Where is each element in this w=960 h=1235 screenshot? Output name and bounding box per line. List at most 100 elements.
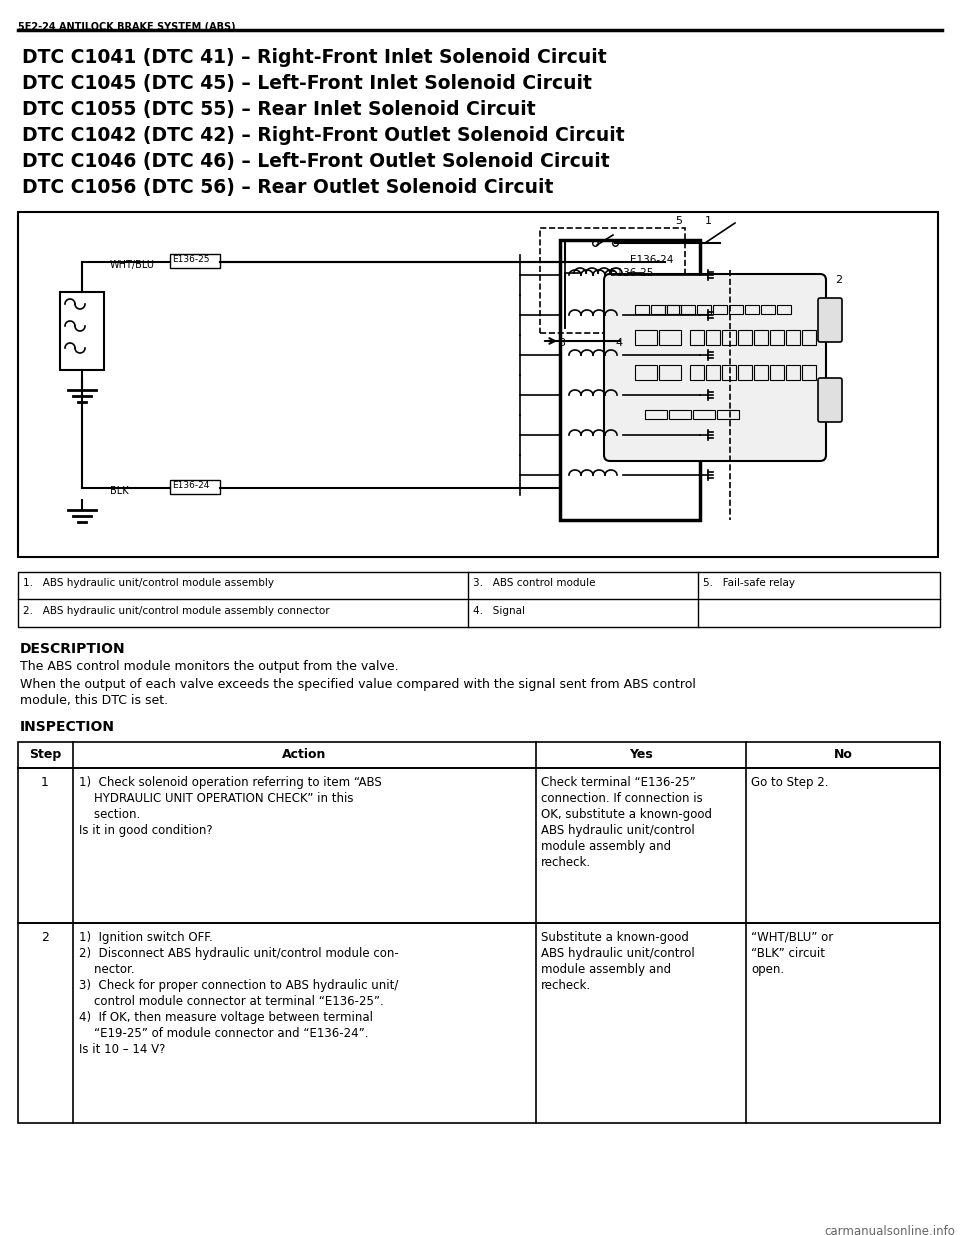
- Text: Go to Step 2.: Go to Step 2.: [751, 776, 828, 789]
- Text: 1.   ABS hydraulic unit/control module assembly: 1. ABS hydraulic unit/control module ass…: [23, 578, 274, 588]
- Text: 3.   ABS control module: 3. ABS control module: [473, 578, 595, 588]
- Text: Action: Action: [282, 748, 326, 761]
- Bar: [738, 330, 752, 345]
- Text: DTC C1045 (DTC 45) – Left-Front Inlet Solenoid Circuit: DTC C1045 (DTC 45) – Left-Front Inlet So…: [22, 74, 592, 93]
- Text: Is it 10 – 14 V?: Is it 10 – 14 V?: [79, 1044, 165, 1056]
- Bar: [669, 410, 691, 419]
- Text: BLK: BLK: [110, 487, 129, 496]
- Bar: [770, 366, 784, 380]
- Bar: [738, 366, 752, 380]
- Bar: [761, 305, 775, 314]
- Text: recheck.: recheck.: [541, 856, 591, 869]
- Text: “WHT/BLU” or: “WHT/BLU” or: [751, 931, 833, 944]
- Bar: [170, 254, 220, 268]
- Bar: [713, 305, 727, 314]
- Bar: [667, 305, 681, 314]
- Text: module, this DTC is set.: module, this DTC is set.: [20, 694, 168, 706]
- Text: DTC C1055 (DTC 55) – Rear Inlet Solenoid Circuit: DTC C1055 (DTC 55) – Rear Inlet Solenoid…: [22, 100, 536, 119]
- Bar: [560, 240, 700, 520]
- Text: 4)  If OK, then measure voltage between terminal: 4) If OK, then measure voltage between t…: [79, 1011, 373, 1024]
- Bar: [697, 305, 711, 314]
- Bar: [693, 410, 715, 419]
- Text: 3: 3: [558, 338, 565, 348]
- Text: Is it in good condition?: Is it in good condition?: [79, 824, 212, 837]
- Bar: [722, 366, 736, 380]
- Text: When the output of each valve exceeds the specified value compared with the sign: When the output of each valve exceeds th…: [20, 678, 696, 692]
- Bar: [18, 742, 940, 768]
- Text: control module connector at terminal “E136-25”.: control module connector at terminal “E1…: [79, 995, 384, 1008]
- Bar: [645, 410, 667, 419]
- Bar: [18, 923, 940, 1123]
- Text: E136-25: E136-25: [610, 268, 654, 278]
- Text: 5: 5: [675, 216, 682, 226]
- Bar: [635, 366, 657, 380]
- Bar: [754, 366, 768, 380]
- Bar: [802, 330, 816, 345]
- Bar: [722, 330, 736, 345]
- Text: HYDRAULIC UNIT OPERATION CHECK” in this: HYDRAULIC UNIT OPERATION CHECK” in this: [79, 792, 353, 805]
- Text: “BLK” circuit: “BLK” circuit: [751, 947, 825, 960]
- FancyBboxPatch shape: [818, 378, 842, 422]
- Bar: [717, 410, 739, 419]
- Text: 3)  Check for proper connection to ABS hydraulic unit/: 3) Check for proper connection to ABS hy…: [79, 979, 398, 992]
- Text: nector.: nector.: [79, 963, 134, 976]
- Bar: [745, 305, 759, 314]
- Text: 5.   Fail-safe relay: 5. Fail-safe relay: [703, 578, 795, 588]
- Text: open.: open.: [751, 963, 784, 976]
- Bar: [665, 305, 679, 314]
- Text: section.: section.: [79, 808, 140, 821]
- Text: recheck.: recheck.: [541, 979, 591, 992]
- Bar: [690, 330, 704, 345]
- Text: OK, substitute a known-good: OK, substitute a known-good: [541, 808, 712, 821]
- Text: INSPECTION: INSPECTION: [20, 720, 115, 734]
- Bar: [706, 330, 720, 345]
- Bar: [802, 366, 816, 380]
- Text: Substitute a known-good: Substitute a known-good: [541, 931, 689, 944]
- Text: 2)  Disconnect ABS hydraulic unit/control module con-: 2) Disconnect ABS hydraulic unit/control…: [79, 947, 398, 960]
- Text: 2: 2: [835, 275, 842, 285]
- Text: 1)  Check solenoid operation referring to item “ABS: 1) Check solenoid operation referring to…: [79, 776, 382, 789]
- Text: “E19-25” of module connector and “E136-24”.: “E19-25” of module connector and “E136-2…: [79, 1028, 369, 1040]
- Bar: [706, 366, 720, 380]
- Text: DTC C1056 (DTC 56) – Rear Outlet Solenoid Circuit: DTC C1056 (DTC 56) – Rear Outlet Solenoi…: [22, 178, 553, 198]
- Text: The ABS control module monitors the output from the valve.: The ABS control module monitors the outp…: [20, 659, 398, 673]
- Bar: [770, 330, 784, 345]
- Bar: [18, 212, 938, 557]
- Text: DESCRIPTION: DESCRIPTION: [20, 642, 126, 656]
- Bar: [18, 768, 940, 923]
- Bar: [786, 330, 800, 345]
- Text: ABS hydraulic unit/control: ABS hydraulic unit/control: [541, 824, 695, 837]
- Text: 5E2-24 ANTILOCK BRAKE SYSTEM (ABS): 5E2-24 ANTILOCK BRAKE SYSTEM (ABS): [18, 22, 235, 32]
- Bar: [729, 305, 743, 314]
- Bar: [681, 305, 695, 314]
- FancyBboxPatch shape: [604, 274, 826, 461]
- Bar: [659, 366, 681, 380]
- Bar: [635, 305, 649, 314]
- Text: connection. If connection is: connection. If connection is: [541, 792, 703, 805]
- FancyBboxPatch shape: [818, 298, 842, 342]
- Text: 4.   Signal: 4. Signal: [473, 606, 525, 616]
- Text: DTC C1046 (DTC 46) – Left-Front Outlet Solenoid Circuit: DTC C1046 (DTC 46) – Left-Front Outlet S…: [22, 152, 610, 170]
- Bar: [18, 572, 940, 627]
- Text: 1: 1: [41, 776, 49, 789]
- Text: E136-24: E136-24: [172, 480, 209, 490]
- Text: ABS hydraulic unit/control: ABS hydraulic unit/control: [541, 947, 695, 960]
- Text: DTC C1042 (DTC 42) – Right-Front Outlet Solenoid Circuit: DTC C1042 (DTC 42) – Right-Front Outlet …: [22, 126, 625, 144]
- Bar: [635, 330, 657, 345]
- Text: DTC C1041 (DTC 41) – Right-Front Inlet Solenoid Circuit: DTC C1041 (DTC 41) – Right-Front Inlet S…: [22, 48, 607, 67]
- Text: 2.   ABS hydraulic unit/control module assembly connector: 2. ABS hydraulic unit/control module ass…: [23, 606, 329, 616]
- Text: Check terminal “E136-25”: Check terminal “E136-25”: [541, 776, 696, 789]
- Text: 1)  Ignition switch OFF.: 1) Ignition switch OFF.: [79, 931, 213, 944]
- Text: E136-25: E136-25: [172, 254, 209, 264]
- Text: module assembly and: module assembly and: [541, 840, 671, 853]
- Text: carmanualsonline.info: carmanualsonline.info: [824, 1225, 955, 1235]
- Text: Yes: Yes: [629, 748, 653, 761]
- Bar: [540, 228, 685, 333]
- Bar: [651, 305, 665, 314]
- Bar: [659, 330, 681, 345]
- Bar: [60, 291, 104, 370]
- Text: Step: Step: [29, 748, 61, 761]
- Text: module assembly and: module assembly and: [541, 963, 671, 976]
- Text: No: No: [833, 748, 852, 761]
- Bar: [777, 305, 791, 314]
